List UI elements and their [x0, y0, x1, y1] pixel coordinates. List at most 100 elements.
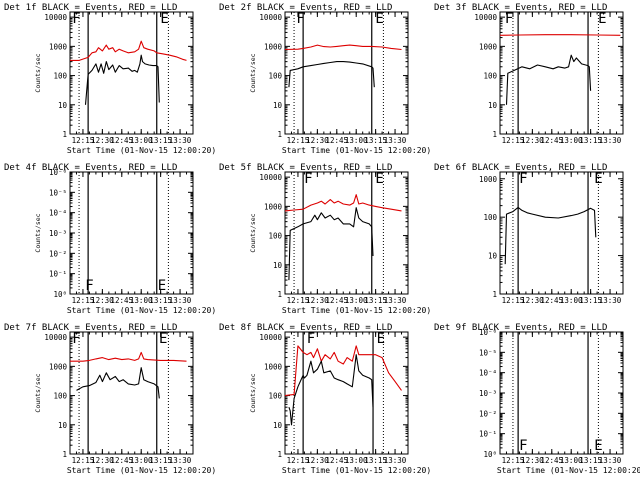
detector-panel-3: Det 3f BLACK = Events, RED = LLD 1 10 100 10… [434, 3, 624, 145]
x-tick-label: 13:00 [345, 296, 368, 305]
detector-panel-5: Det 5f BLACK = Events, RED = LLD 1 10 100 10… [219, 163, 431, 315]
lld-rate-line [70, 40, 187, 61]
x-tick-label: 12:30 [91, 136, 114, 145]
x-tick-label: 13:30 [384, 136, 407, 145]
x-axis-label: Start Time (01-Nov-15 12:00:20) [497, 466, 640, 475]
y-tick-label: 1 [277, 290, 282, 299]
y-tick-label: 10⁻² [479, 409, 497, 418]
y-tick-label: 1000 [479, 42, 498, 51]
x-tick-label: 13:00 [560, 296, 583, 305]
y-tick-label: 10 [488, 252, 498, 261]
marker-f: F [85, 278, 93, 294]
y-tick-label: 1 [62, 450, 67, 459]
marker-e: E [594, 171, 602, 187]
y-tick-label: 1000 [264, 202, 283, 211]
event-rate-line [84, 54, 160, 105]
x-tick-label: 13:15 [579, 456, 602, 465]
x-tick-label: 12:45 [541, 136, 564, 145]
x-tick-label: 13:30 [169, 136, 192, 145]
y-tick-label: 100 [483, 213, 497, 222]
marker-e: E [375, 171, 383, 187]
y-tick-label: 10⁻¹ [49, 270, 67, 279]
marker-e: E [158, 278, 166, 294]
panel-title: Det 1f BLACK = Events, RED = LLD [4, 3, 177, 13]
x-tick-label: 12:45 [111, 456, 134, 465]
x-tick-label: 13:30 [599, 136, 622, 145]
x-tick-label: 12:45 [326, 136, 349, 145]
plot-frame [499, 11, 624, 135]
event-rate-line [288, 61, 375, 88]
x-tick-label: 13:30 [384, 296, 407, 305]
x-tick-label: 12:30 [521, 136, 544, 145]
x-tick-label: 12:30 [306, 136, 329, 145]
y-tick-label: 10000 [44, 333, 67, 342]
x-tick-label: 12:30 [521, 296, 544, 305]
x-tick-label: 13:30 [599, 296, 622, 305]
x-tick-label: 12:45 [111, 296, 134, 305]
x-tick-label: 12:15 [287, 136, 310, 145]
marker-f: F [519, 171, 527, 187]
x-tick-label: 13:30 [169, 456, 192, 465]
x-tick-label: 12:15 [502, 456, 525, 465]
y-tick-label: 10000 [474, 13, 497, 22]
lld-rate-line [70, 351, 187, 362]
y-tick-label: 10⁻⁶ [479, 328, 497, 337]
panel-title: Det 5f BLACK = Events, RED = LLD [219, 163, 392, 173]
y-axis-label: Counts/sec [249, 373, 257, 412]
x-tick-label: 13:00 [130, 456, 153, 465]
y-axis-label: Counts/sec [34, 373, 42, 412]
event-rate-line [76, 367, 160, 399]
lld-rate-line [284, 194, 402, 212]
y-tick-label: 10 [273, 101, 283, 110]
y-tick-label: 10⁻⁵ [479, 348, 497, 357]
x-tick-label: 12:15 [72, 296, 95, 305]
y-tick-label: 10⁻² [49, 249, 67, 258]
y-tick-label: 10000 [259, 13, 282, 22]
y-tick-label: 10000 [259, 173, 282, 182]
y-tick-label: 1000 [49, 362, 68, 371]
plot-frame [499, 171, 624, 295]
x-tick-label: 12:15 [502, 296, 525, 305]
y-tick-label: 1 [492, 130, 497, 139]
y-tick-label: 10⁻¹ [479, 430, 497, 439]
x-tick-label: 12:15 [502, 136, 525, 145]
x-tick-label: 12:15 [287, 456, 310, 465]
x-tick-label: 12:30 [306, 456, 329, 465]
y-tick-label: 100 [268, 72, 282, 81]
y-tick-label: 1000 [49, 42, 68, 51]
x-tick-label: 12:15 [72, 456, 95, 465]
marker-f: F [296, 11, 304, 27]
x-tick-label: 13:30 [599, 456, 622, 465]
x-tick-label: 13:15 [364, 296, 387, 305]
marker-e: E [598, 11, 606, 27]
x-tick-label: 13:30 [384, 456, 407, 465]
y-axis-label: Counts/sec [34, 213, 42, 252]
y-tick-label: 1 [492, 290, 497, 299]
y-tick-label: 10000 [259, 333, 282, 342]
lld-rate-line [284, 345, 402, 397]
x-tick-label: 12:45 [111, 136, 134, 145]
detector-panel-2: Det 2f BLACK = Events, RED = LLD 1 10 100 10… [219, 3, 431, 155]
detector-panel-4: Det 4f BLACK = Events, RED = LLD 10⁰ 10⁻¹ 1… [4, 163, 216, 315]
y-tick-label: 10⁻⁶ [49, 168, 67, 177]
y-tick-label: 100 [268, 232, 282, 241]
x-tick-label: 13:15 [364, 456, 387, 465]
x-axis-label: Start Time (01-Nov-15 12:00:20) [67, 466, 216, 475]
marker-f: F [307, 331, 315, 347]
x-tick-label: 13:00 [345, 456, 368, 465]
detector-panel-6: Det 6f BLACK = Events, RED = LLD 1 10 100 10… [434, 163, 624, 305]
marker-e: E [160, 11, 168, 27]
x-tick-label: 13:00 [560, 456, 583, 465]
x-tick-label: 13:15 [579, 136, 602, 145]
y-tick-label: 1 [277, 450, 282, 459]
marker-f: F [72, 331, 80, 347]
y-tick-label: 1 [62, 130, 67, 139]
y-tick-label: 10⁻⁴ [49, 209, 67, 218]
x-tick-label: 12:15 [287, 296, 310, 305]
y-tick-label: 10 [488, 101, 498, 110]
panel-title: Det 6f BLACK = Events, RED = LLD [434, 163, 607, 173]
detector-panel-1: Det 1f BLACK = Events, RED = LLD 1 10 100 10… [4, 3, 216, 155]
x-axis-label: Start Time (01-Nov-15 12:00:20) [67, 146, 216, 155]
marker-f: F [72, 11, 80, 27]
y-tick-label: 10⁰ [53, 290, 67, 299]
